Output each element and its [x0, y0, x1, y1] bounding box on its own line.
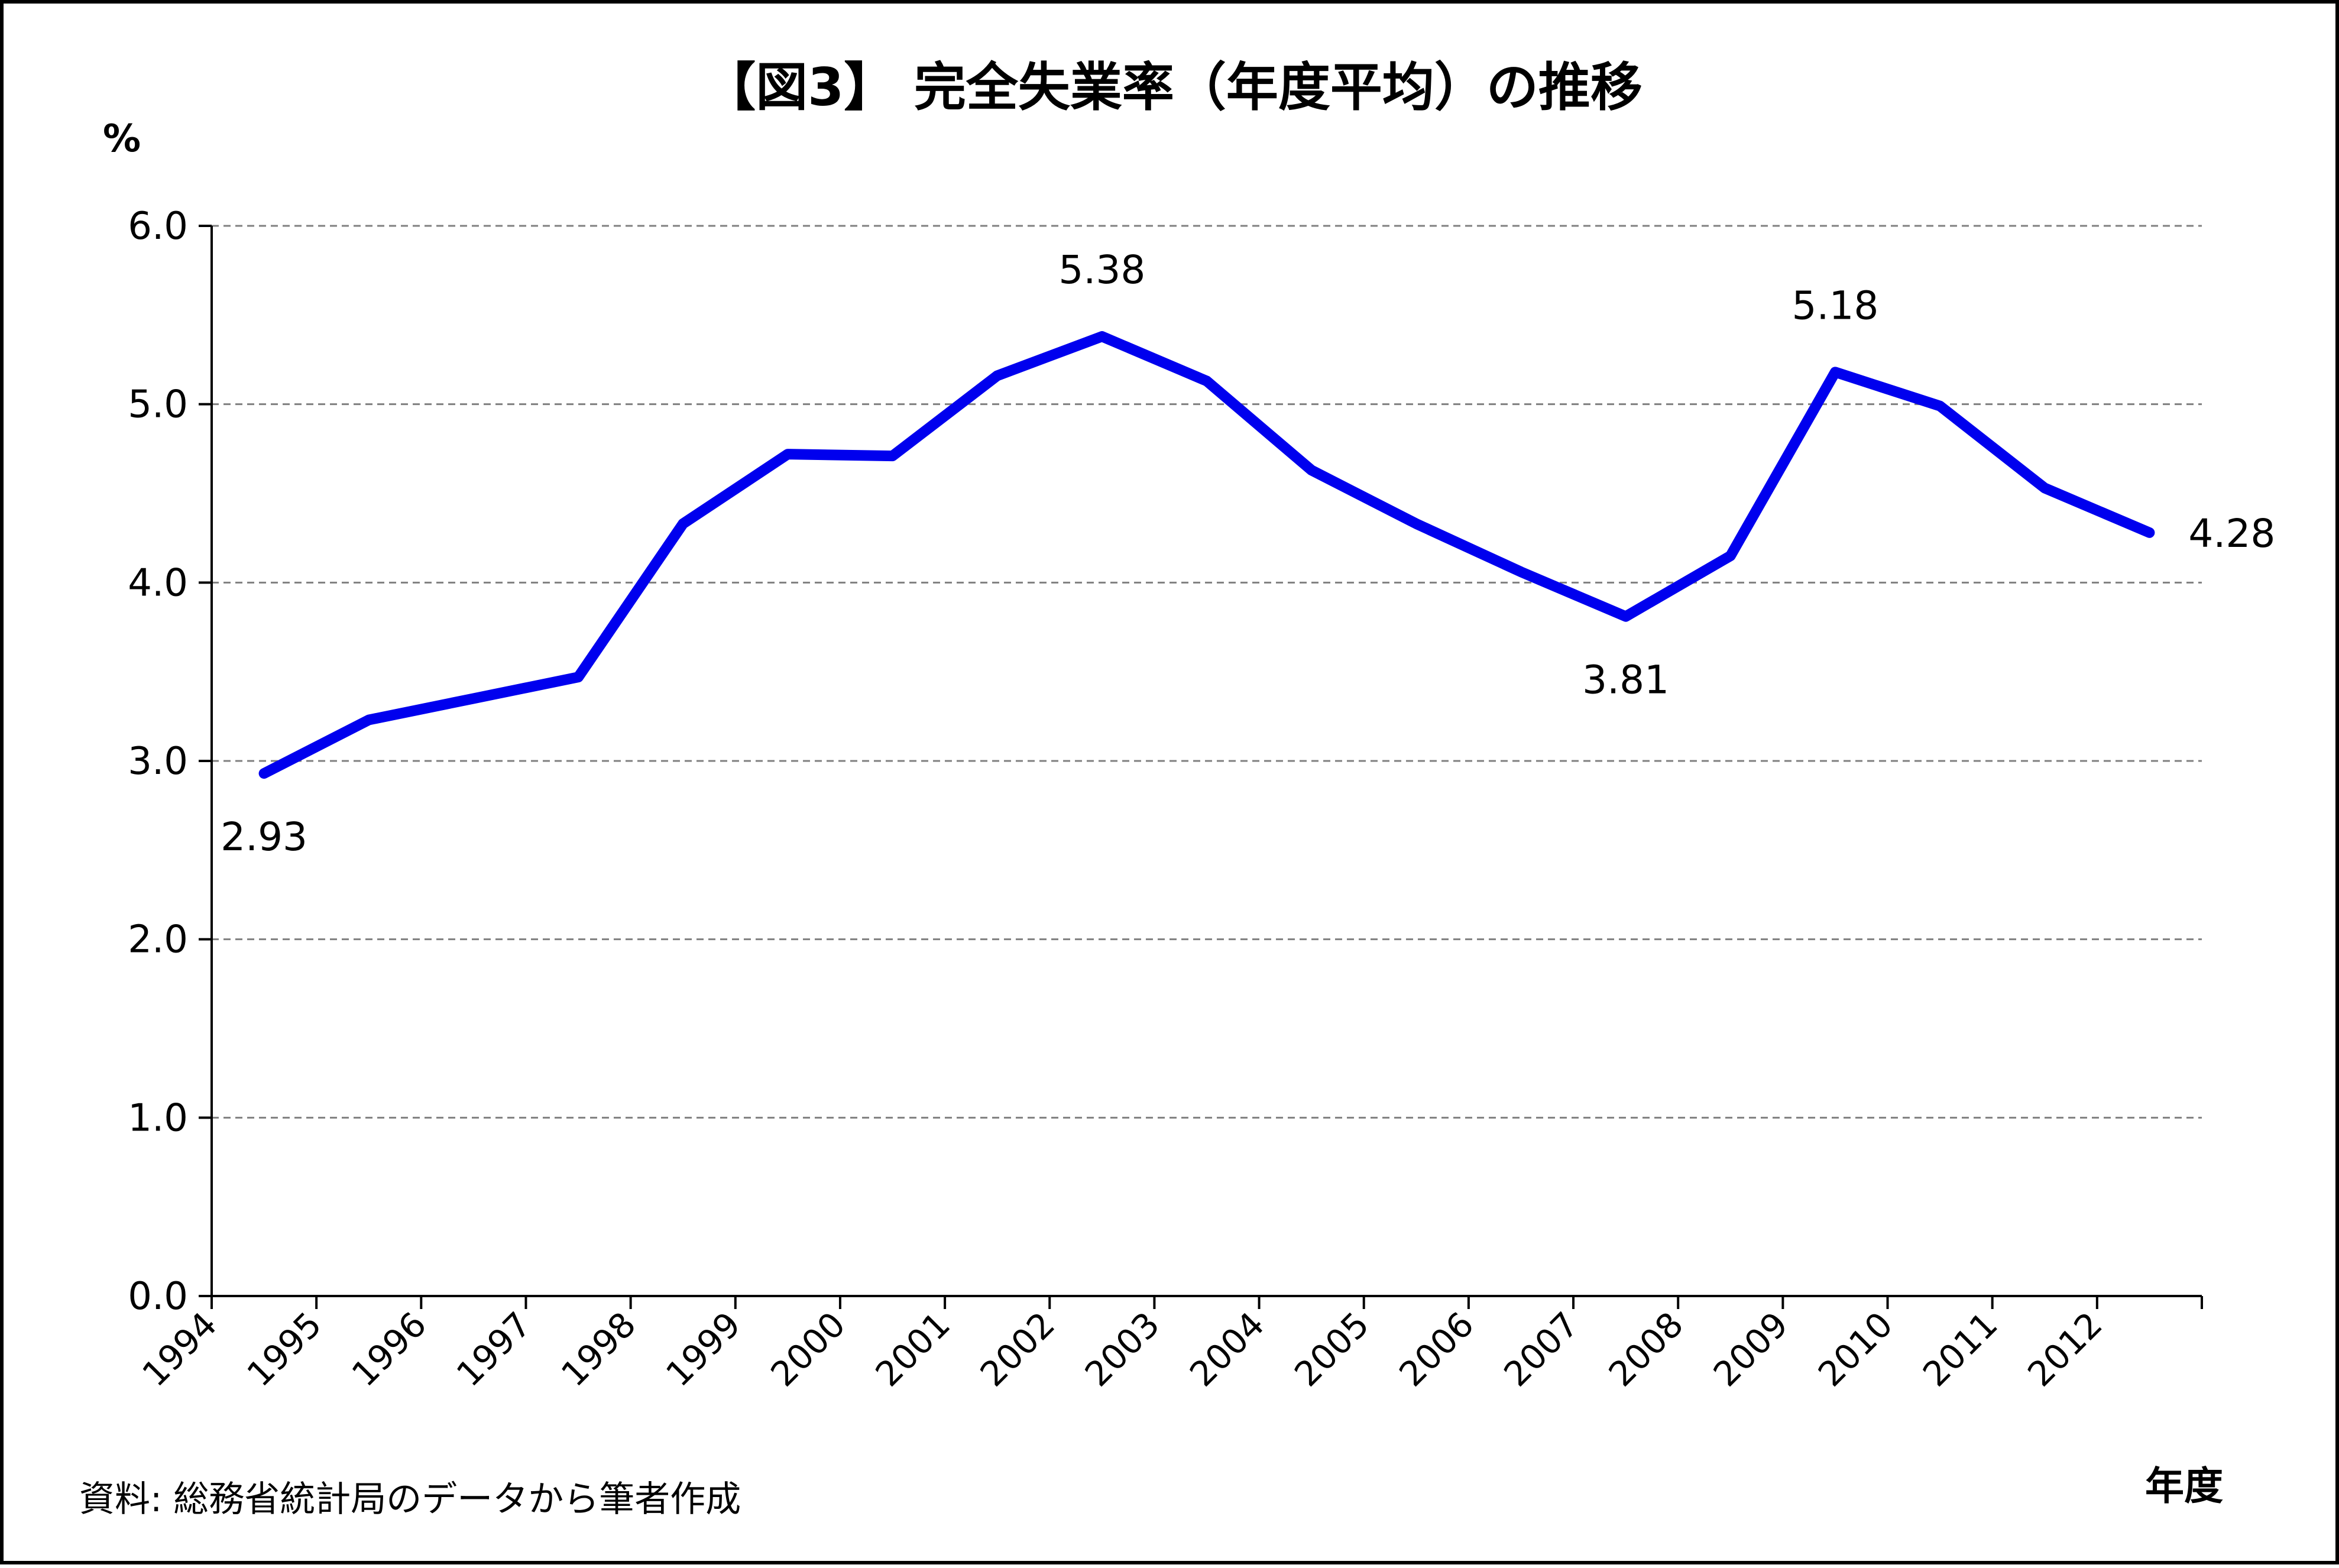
x-tick-label: 1996 — [344, 1304, 434, 1394]
chart-title: 【図3】 完全失業率（年度平均）の推移 — [704, 57, 1643, 118]
y-tick-label: 4.0 — [128, 561, 188, 605]
series-layer — [258, 331, 2155, 779]
x-tick-label: 2000 — [763, 1304, 853, 1394]
x-tick-label: 2007 — [1496, 1304, 1586, 1394]
x-tick-label: 2006 — [1391, 1304, 1481, 1394]
x-tick-labels: 1994 1995 1996 1997 1998 1999 2000 2001 2002 2003… — [134, 1304, 2110, 1394]
x-tick-label: 1998 — [553, 1304, 643, 1394]
x-tick-label: 2008 — [1601, 1304, 1691, 1394]
y-tick-label: 3.0 — [128, 740, 188, 783]
x-tick-label: 2002 — [973, 1304, 1062, 1394]
x-axis-label: 年度 — [2145, 1463, 2223, 1509]
x-tick-label: 1995 — [239, 1304, 329, 1394]
x-tick-label: 2003 — [1077, 1304, 1167, 1394]
data-label: 2.93 — [221, 814, 307, 860]
y-tick-labels: 0.0 1.0 2.0 3.0 4.0 5.0 6.0 — [128, 205, 188, 1318]
x-tick-label: 2001 — [868, 1304, 958, 1394]
x-tick-label: 1999 — [658, 1304, 748, 1394]
data-labels: 2.93 5.38 3.81 5.18 4.28 — [221, 247, 2275, 860]
y-tick-label: 6.0 — [128, 205, 188, 248]
y-tick-label: 5.0 — [128, 383, 188, 427]
data-label: 5.38 — [1058, 247, 1145, 293]
data-label: 3.81 — [1582, 657, 1669, 703]
series-line — [258, 331, 2155, 779]
x-tick-label: 1997 — [449, 1304, 539, 1394]
x-tick-label: 2010 — [1810, 1304, 1900, 1394]
line-chart: 【図3】 完全失業率（年度平均）の推移 % 0.0 1.0 2.0 3.0 4.0 5.0… — [79, 57, 2275, 1520]
x-tick-label: 2011 — [1915, 1304, 2005, 1394]
source-note: 資料: 総務省統計局のデータから筆者作成 — [79, 1479, 741, 1520]
x-tick-label: 2004 — [1182, 1304, 1272, 1394]
data-label: 5.18 — [1791, 283, 1878, 328]
gridlines — [212, 225, 2202, 1119]
axes — [199, 225, 2203, 1309]
y-tick-label: 2.0 — [128, 918, 188, 962]
x-tick-label: 2012 — [2020, 1304, 2110, 1394]
y-axis-unit: % — [103, 117, 141, 161]
x-tick-label: 2005 — [1287, 1304, 1376, 1394]
data-label: 4.28 — [2188, 511, 2275, 556]
y-tick-label: 0.0 — [128, 1275, 188, 1318]
y-tick-label: 1.0 — [128, 1096, 188, 1140]
x-tick-label: 2009 — [1706, 1304, 1796, 1394]
